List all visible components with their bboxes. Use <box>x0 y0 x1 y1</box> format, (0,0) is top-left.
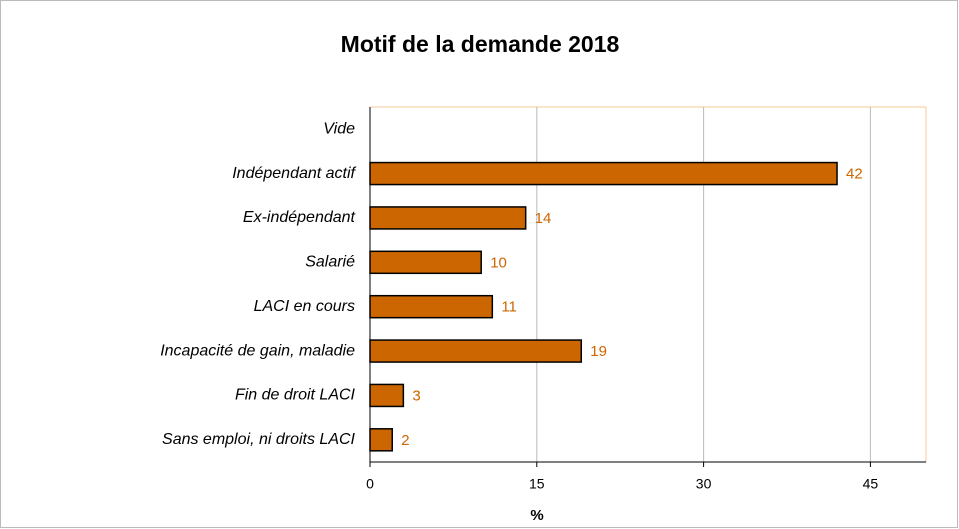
y-tick-label: Vide <box>323 120 355 137</box>
y-tick-label: Indépendant actif <box>232 165 356 182</box>
data-label: 3 <box>412 387 420 404</box>
chart-title: Motif de la demande 2018 <box>341 31 620 57</box>
bar <box>369 161 838 186</box>
bar <box>369 339 583 363</box>
bar <box>369 250 482 275</box>
y-tick-label: Sans emploi, ni droits LACI <box>162 431 356 448</box>
data-label: 19 <box>590 343 607 360</box>
data-label: 2 <box>401 432 409 449</box>
bar <box>369 383 405 408</box>
x-axis-label: % <box>530 507 543 524</box>
data-label: 11 <box>501 299 517 316</box>
x-tick-label: 0 <box>366 476 374 492</box>
bar <box>369 206 527 230</box>
x-tick-label: 15 <box>529 476 545 492</box>
y-tick-label: Incapacité de gain, maladie <box>160 342 355 359</box>
y-tick-label: Salarié <box>305 254 355 271</box>
x-tick-label: 45 <box>863 476 879 492</box>
y-tick-label: Ex-indépendant <box>243 209 356 226</box>
x-tick-label: 30 <box>696 476 712 492</box>
y-tick-label: Fin de droit LACI <box>235 387 356 404</box>
bar <box>369 294 494 319</box>
data-label: 10 <box>490 254 507 271</box>
y-tick-label: LACI en cours <box>254 298 355 315</box>
data-label: 14 <box>535 210 552 227</box>
data-label: 42 <box>846 166 863 183</box>
bar <box>369 428 393 452</box>
